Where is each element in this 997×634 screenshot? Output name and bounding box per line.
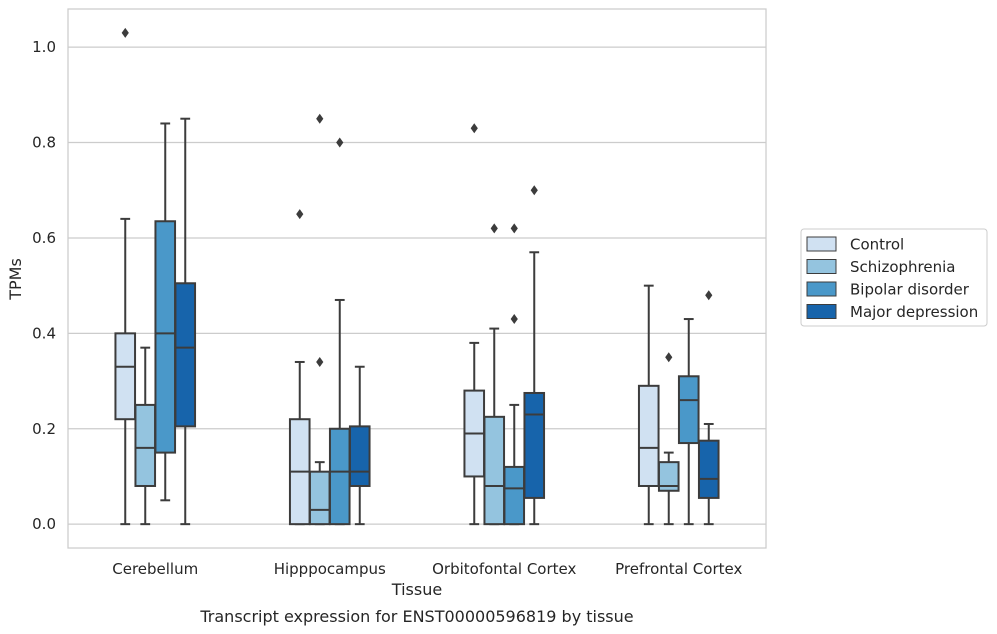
box-body bbox=[308, 470, 331, 526]
outlier-point bbox=[510, 314, 518, 325]
x-axis-label: Tissue bbox=[391, 580, 442, 599]
plot-area-frame bbox=[67, 8, 767, 549]
legend-frame bbox=[800, 228, 988, 327]
box-major-depression bbox=[523, 185, 546, 526]
legend-label: Schizophrenia bbox=[850, 258, 955, 276]
outlier-point bbox=[316, 356, 324, 367]
outlier-point bbox=[530, 185, 538, 196]
figure-caption: Transcript expression for ENST0000059681… bbox=[199, 607, 633, 626]
box-body bbox=[483, 415, 506, 526]
box-body bbox=[503, 465, 526, 526]
box-control bbox=[288, 209, 311, 526]
legend-label: Bipolar disorder bbox=[850, 281, 970, 299]
y-axis-ticks: 0.0 0.2 0.4 0.6 0.8 1.0 bbox=[32, 38, 56, 533]
box-bipolar-disorder bbox=[328, 137, 351, 526]
x-tick-label: Orbitofontal Cortex bbox=[432, 560, 576, 578]
y-tick-label: 0.0 bbox=[32, 515, 56, 533]
box-body bbox=[114, 332, 137, 421]
box-body bbox=[657, 461, 680, 492]
legend: Control Schizophrenia Bipolar disorder Majo… bbox=[800, 228, 988, 327]
box-control bbox=[463, 123, 486, 526]
box-bipolar-disorder bbox=[503, 223, 526, 526]
y-axis-label: TPMs bbox=[6, 258, 25, 301]
box-schizophrenia bbox=[483, 223, 506, 526]
outlier-point bbox=[510, 223, 518, 234]
box-body bbox=[677, 375, 700, 445]
box-body bbox=[523, 391, 546, 499]
outlier-point bbox=[470, 123, 478, 134]
y-tick-label: 0.6 bbox=[32, 229, 56, 247]
box-major-depression bbox=[348, 365, 371, 526]
box-schizophrenia bbox=[308, 113, 331, 526]
box-body bbox=[697, 439, 720, 499]
y-tick-label: 0.2 bbox=[32, 420, 56, 438]
box-major-depression bbox=[697, 290, 720, 526]
outlier-point bbox=[490, 223, 498, 234]
y-tick-label: 1.0 bbox=[32, 38, 56, 56]
box-body bbox=[328, 427, 351, 526]
box-body bbox=[154, 220, 177, 454]
legend-swatch bbox=[806, 259, 837, 274]
box-body bbox=[348, 425, 371, 487]
box-bipolar-disorder bbox=[154, 122, 177, 502]
legend-swatch bbox=[806, 281, 837, 297]
x-axis-ticks: Cerebellum Hipppocampus Orbitofontal Corte… bbox=[112, 560, 742, 578]
outlier-point bbox=[705, 290, 713, 301]
outlier-point bbox=[316, 113, 324, 124]
boxes bbox=[114, 27, 720, 526]
legend-label: Major depression bbox=[850, 303, 978, 321]
box-bipolar-disorder bbox=[677, 318, 700, 526]
box-schizophrenia bbox=[657, 352, 680, 526]
outlier-point bbox=[121, 27, 129, 38]
box-schizophrenia bbox=[134, 346, 157, 526]
box-body bbox=[134, 403, 157, 487]
box-major-depression bbox=[174, 117, 197, 526]
y-tick-label: 0.8 bbox=[32, 134, 56, 152]
box-body bbox=[637, 384, 660, 487]
outlier-point bbox=[336, 137, 344, 148]
legend-label: Control bbox=[850, 236, 904, 254]
box-body bbox=[174, 282, 197, 428]
x-tick-label: Hipppocampus bbox=[274, 560, 386, 578]
outlier-point bbox=[665, 352, 673, 363]
outlier-point bbox=[296, 209, 304, 220]
box-control bbox=[637, 284, 660, 526]
x-tick-label: Cerebellum bbox=[112, 560, 198, 578]
y-tick-label: 0.4 bbox=[32, 324, 56, 342]
legend-swatch bbox=[806, 304, 837, 319]
x-tick-label: Prefrontal Cortex bbox=[615, 560, 742, 578]
box-control bbox=[114, 27, 137, 526]
legend-swatch bbox=[806, 236, 837, 252]
